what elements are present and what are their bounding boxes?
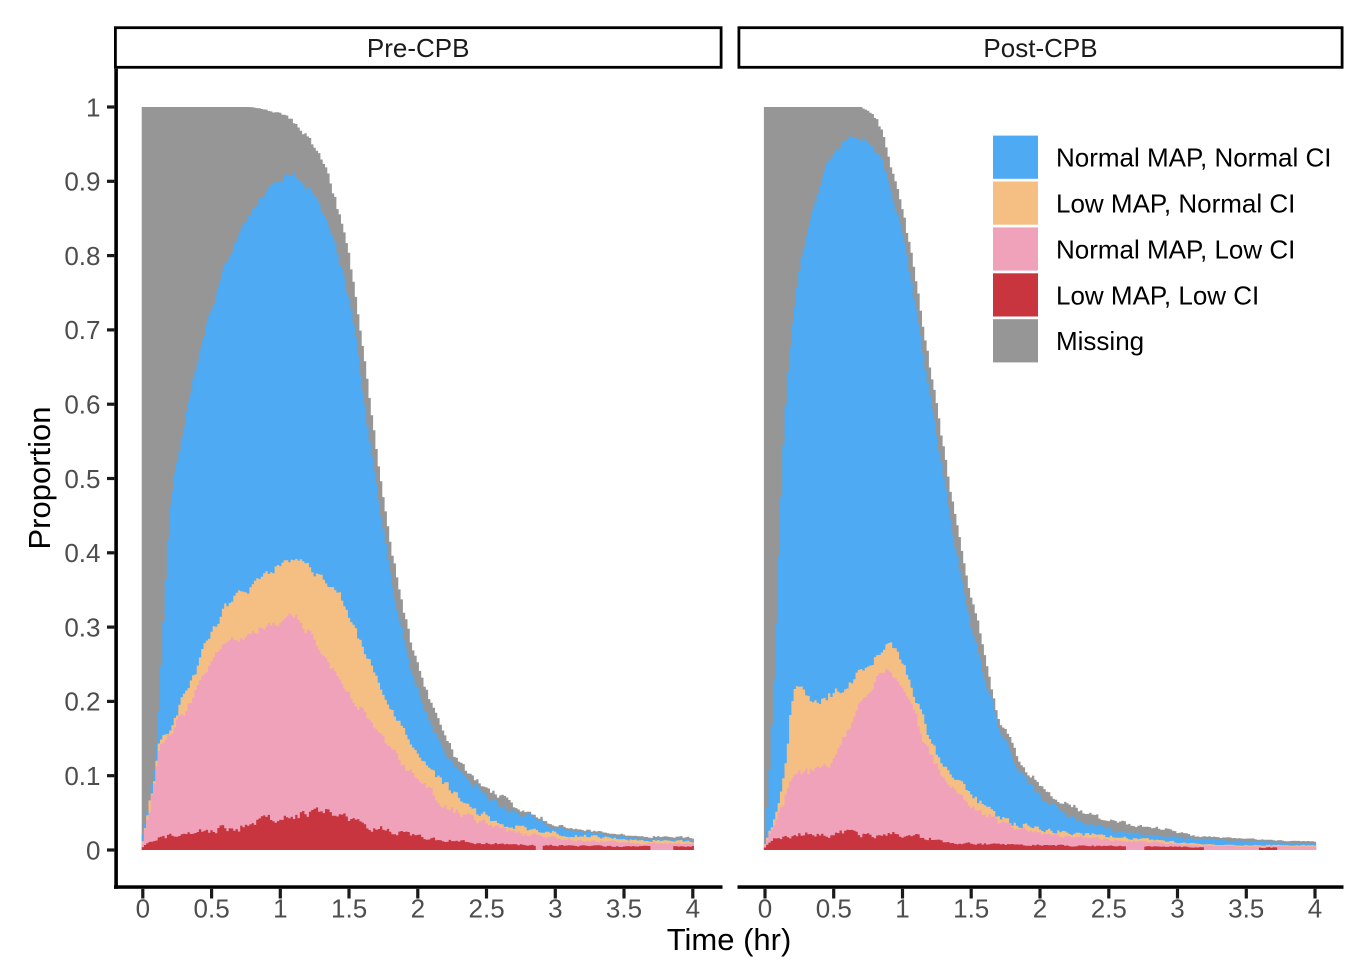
svg-text:1: 1 (895, 894, 909, 924)
svg-text:Low MAP, Low CI: Low MAP, Low CI (1056, 280, 1259, 310)
svg-text:2: 2 (411, 894, 425, 924)
svg-text:0.5: 0.5 (194, 894, 230, 924)
svg-text:Missing: Missing (1056, 326, 1144, 356)
svg-text:2.5: 2.5 (469, 894, 505, 924)
svg-text:0.7: 0.7 (64, 315, 100, 345)
svg-text:0.2: 0.2 (64, 687, 100, 717)
svg-text:0.5: 0.5 (816, 894, 852, 924)
svg-text:1.5: 1.5 (953, 894, 989, 924)
svg-text:Proportion: Proportion (22, 406, 57, 549)
svg-text:Pre-CPB: Pre-CPB (367, 33, 470, 63)
svg-text:1: 1 (273, 894, 287, 924)
svg-text:3.5: 3.5 (606, 894, 642, 924)
svg-text:1.5: 1.5 (331, 894, 367, 924)
svg-text:4: 4 (686, 894, 700, 924)
svg-text:Time (hr): Time (hr) (667, 922, 792, 957)
svg-text:0.4: 0.4 (64, 538, 100, 568)
svg-text:Normal MAP, Normal CI: Normal MAP, Normal CI (1056, 143, 1331, 173)
svg-text:3: 3 (548, 894, 562, 924)
svg-text:Normal MAP, Low CI: Normal MAP, Low CI (1056, 234, 1295, 264)
svg-text:4: 4 (1308, 894, 1322, 924)
svg-text:0.9: 0.9 (64, 167, 100, 197)
svg-text:3.5: 3.5 (1228, 894, 1264, 924)
svg-text:0.6: 0.6 (64, 390, 100, 420)
svg-text:0: 0 (758, 894, 772, 924)
svg-text:0.1: 0.1 (64, 761, 100, 791)
svg-text:0.5: 0.5 (64, 464, 100, 494)
svg-text:3: 3 (1170, 894, 1184, 924)
svg-text:0: 0 (86, 835, 100, 865)
svg-text:1: 1 (86, 92, 100, 122)
svg-text:0.3: 0.3 (64, 612, 100, 642)
svg-text:2: 2 (1033, 894, 1047, 924)
svg-text:2.5: 2.5 (1091, 894, 1127, 924)
svg-text:Low MAP, Normal CI: Low MAP, Normal CI (1056, 189, 1295, 219)
svg-text:0: 0 (136, 894, 150, 924)
svg-text:0.8: 0.8 (64, 241, 100, 271)
svg-text:Post-CPB: Post-CPB (983, 33, 1097, 63)
